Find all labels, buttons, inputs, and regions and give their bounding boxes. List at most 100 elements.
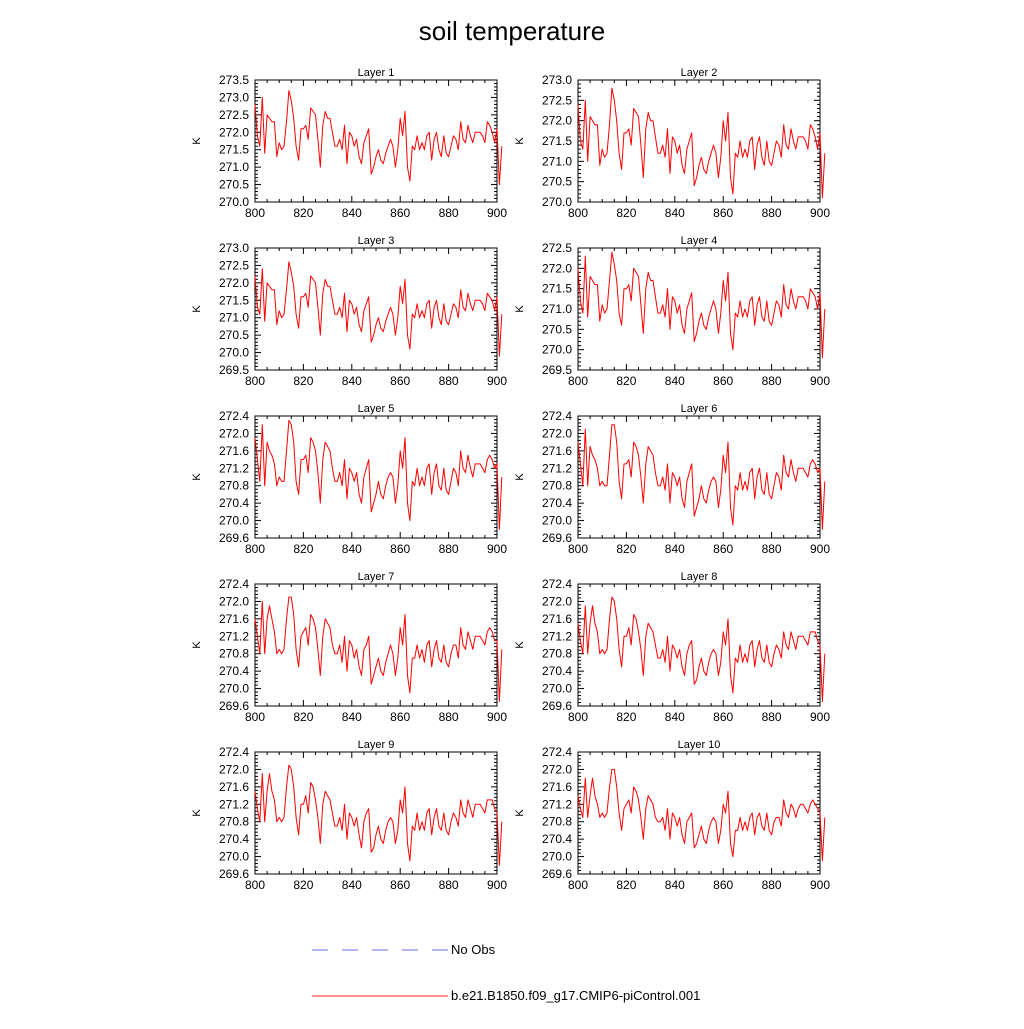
series-line [577, 596, 826, 703]
legend: No Obs b.e21.B1850.f09_g17.CMIP6-piContro… [312, 942, 700, 1003]
x-tick-label: 840 [665, 710, 685, 724]
x-tick-label: 800 [245, 374, 265, 388]
plot-frame [254, 247, 498, 371]
panel-title: Layer 3 [358, 235, 395, 247]
y-tick-label: 272.5 [542, 93, 572, 107]
y-tick-label: 271.6 [219, 612, 249, 626]
y-tick-label: 270.8 [542, 815, 572, 829]
series-line [254, 764, 503, 866]
x-tick-label: 880 [439, 206, 459, 220]
legend-entry-1: No Obs [312, 942, 496, 957]
y-tick-label: 270.4 [219, 664, 249, 678]
x-tick-label: 840 [342, 542, 362, 556]
y-tick-label: 269.6 [219, 531, 249, 545]
legend-label: b.e21.B1850.f09_g17.CMIP6-piControl.001 [451, 988, 700, 1003]
y-tick-label: 270.5 [219, 178, 249, 192]
y-tick-label: 272.0 [219, 125, 249, 139]
panel-title: Layer 8 [681, 571, 718, 583]
x-tick-label: 820 [616, 206, 636, 220]
panel-layer-3: Layer 3 K 273.0 272.5 272.0 271.5 271.0 270.5 27… [191, 235, 507, 388]
y-tick-label: 271.2 [219, 797, 249, 811]
y-tick-label: 270.5 [542, 322, 572, 336]
y-tick-label: 272.4 [219, 745, 249, 759]
x-tick-label: 900 [487, 374, 507, 388]
y-tick-label: 272.4 [542, 745, 572, 759]
legend-label: No Obs [451, 942, 496, 957]
x-tick-label: 900 [810, 710, 830, 724]
y-axis-label: K [514, 137, 526, 145]
panels-grid: Layer 1 K 273.5 273.0 272.5 272.0 271.5 271.0 27… [191, 67, 830, 892]
x-tick-label: 840 [342, 710, 362, 724]
x-tick-label: 820 [293, 542, 313, 556]
y-tick-label: 271.0 [219, 311, 249, 325]
x-tick-label: 800 [568, 878, 588, 892]
x-tick-label: 840 [342, 374, 362, 388]
x-tick-label: 900 [810, 878, 830, 892]
x-tick-label: 900 [487, 206, 507, 220]
x-tick-label: 840 [665, 374, 685, 388]
y-tick-label: 269.6 [542, 531, 572, 545]
series-line [254, 90, 503, 186]
panel-title: Layer 9 [358, 739, 395, 751]
legend-entry-2: b.e21.B1850.f09_g17.CMIP6-piControl.001 [312, 988, 700, 1003]
figure-title: soil temperature [419, 16, 605, 46]
x-tick-label: 800 [568, 206, 588, 220]
y-tick-label: 269.5 [542, 363, 572, 377]
y-tick-label: 270.0 [219, 346, 249, 360]
y-tick-label: 271.0 [542, 302, 572, 316]
y-tick-label: 270.5 [542, 175, 572, 189]
y-axis-label: K [191, 809, 203, 817]
y-tick-label: 270.8 [219, 815, 249, 829]
x-tick-label: 800 [245, 206, 265, 220]
panel-layer-7: Layer 7 K 272.4 272.0 271.6 271.2 270.8 270.4 27… [191, 571, 507, 724]
x-tick-label: 800 [568, 374, 588, 388]
x-tick-label: 860 [390, 710, 410, 724]
y-axis-label: K [514, 305, 526, 313]
y-tick-label: 270.4 [542, 496, 572, 510]
panel-layer-9: Layer 9 K 272.4 272.0 271.6 271.2 270.8 270.4 27… [191, 739, 507, 892]
x-tick-label: 860 [390, 374, 410, 388]
y-tick-label: 272.5 [542, 241, 572, 255]
y-tick-label: 272.4 [219, 577, 249, 591]
x-tick-label: 820 [293, 878, 313, 892]
y-tick-label: 272.4 [219, 409, 249, 423]
y-tick-label: 270.5 [219, 328, 249, 342]
y-tick-label: 273.0 [219, 90, 249, 104]
y-tick-label: 270.0 [542, 343, 572, 357]
plot-frame [254, 79, 498, 203]
x-tick-label: 820 [616, 710, 636, 724]
panel-title: Layer 10 [678, 739, 721, 751]
y-tick-label: 272.0 [542, 594, 572, 608]
panel-title: Layer 2 [681, 67, 718, 79]
y-tick-label: 270.0 [219, 514, 249, 528]
y-axis-label: K [191, 641, 203, 649]
y-tick-label: 270.0 [542, 682, 572, 696]
y-tick-label: 271.2 [542, 461, 572, 475]
y-tick-label: 269.6 [542, 699, 572, 713]
x-tick-label: 860 [713, 710, 733, 724]
x-tick-label: 840 [665, 878, 685, 892]
y-tick-label: 271.0 [542, 154, 572, 168]
y-tick-label: 272.0 [219, 426, 249, 440]
y-tick-label: 272.5 [219, 258, 249, 272]
series-line [577, 424, 826, 530]
panel-title: Layer 6 [681, 403, 718, 415]
y-tick-label: 271.2 [219, 461, 249, 475]
y-tick-label: 271.6 [542, 612, 572, 626]
y-tick-label: 269.6 [219, 699, 249, 713]
series-line [577, 768, 826, 862]
y-tick-label: 271.0 [219, 160, 249, 174]
y-tick-label: 271.2 [542, 629, 572, 643]
x-tick-label: 880 [762, 206, 782, 220]
x-tick-label: 880 [439, 374, 459, 388]
y-tick-label: 272.4 [542, 409, 572, 423]
y-tick-label: 270.4 [542, 664, 572, 678]
y-axis-label: K [191, 473, 203, 481]
x-tick-label: 880 [762, 710, 782, 724]
panel-title: Layer 5 [358, 403, 395, 415]
x-tick-label: 820 [616, 542, 636, 556]
panel-title: Layer 7 [358, 571, 395, 583]
x-tick-label: 800 [568, 710, 588, 724]
y-tick-label: 269.6 [219, 867, 249, 881]
